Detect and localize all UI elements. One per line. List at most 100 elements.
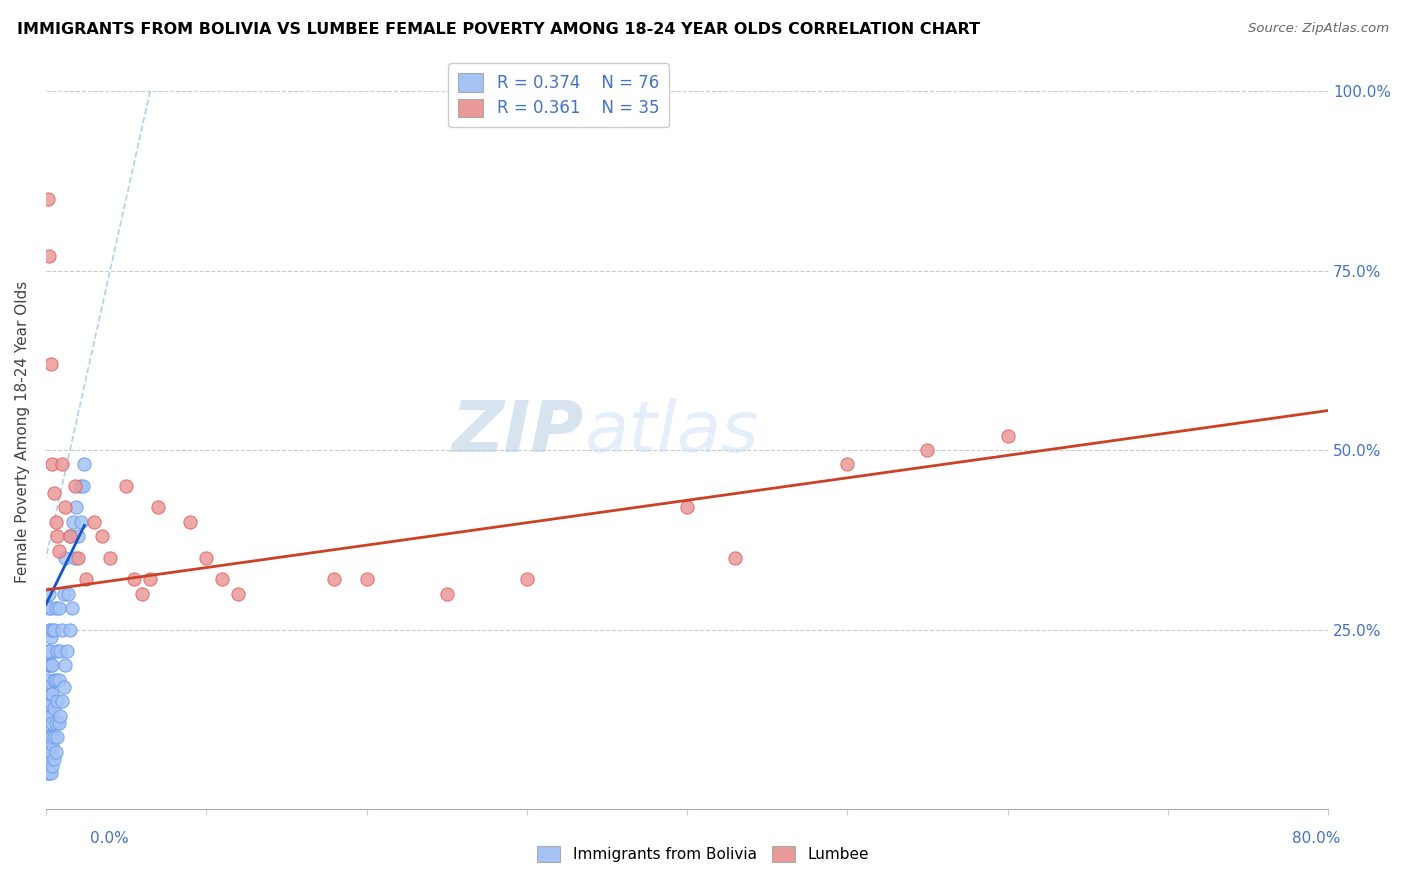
Point xyxy=(49,644,72,658)
Point xyxy=(211,572,233,586)
Point xyxy=(37,715,59,730)
Point xyxy=(37,701,59,715)
Point xyxy=(38,694,60,708)
Point xyxy=(66,529,89,543)
Point xyxy=(59,623,82,637)
Point xyxy=(37,687,59,701)
Point xyxy=(46,644,69,658)
Point xyxy=(59,529,82,543)
Point xyxy=(39,708,62,723)
Point xyxy=(48,543,70,558)
Point xyxy=(131,586,153,600)
Point xyxy=(39,357,62,371)
Point xyxy=(38,644,60,658)
Point xyxy=(38,766,60,780)
Point xyxy=(42,752,65,766)
Point xyxy=(37,651,59,665)
Point xyxy=(72,479,94,493)
Point xyxy=(139,572,162,586)
Point xyxy=(53,658,76,673)
Point xyxy=(46,529,69,543)
Point xyxy=(51,458,73,472)
Point xyxy=(37,730,59,744)
Point xyxy=(37,752,59,766)
Point xyxy=(60,601,83,615)
Point xyxy=(356,572,378,586)
Point xyxy=(195,550,218,565)
Point xyxy=(42,623,65,637)
Point xyxy=(73,458,96,472)
Point xyxy=(91,529,114,543)
Point xyxy=(56,644,79,658)
Point xyxy=(39,745,62,759)
Point xyxy=(42,701,65,715)
Point xyxy=(38,658,60,673)
Point xyxy=(63,479,86,493)
Point xyxy=(42,486,65,500)
Point xyxy=(436,586,458,600)
Point xyxy=(837,458,859,472)
Point xyxy=(41,687,63,701)
Point xyxy=(46,694,69,708)
Point xyxy=(38,623,60,637)
Point xyxy=(45,745,67,759)
Point xyxy=(51,694,73,708)
Point xyxy=(53,500,76,515)
Point xyxy=(83,515,105,529)
Point xyxy=(42,730,65,744)
Point xyxy=(122,572,145,586)
Point xyxy=(45,715,67,730)
Point xyxy=(37,766,59,780)
Point xyxy=(46,730,69,744)
Point xyxy=(70,515,93,529)
Point xyxy=(37,680,59,694)
Point xyxy=(39,630,62,644)
Point xyxy=(41,738,63,752)
Point xyxy=(65,500,87,515)
Point xyxy=(38,680,60,694)
Point xyxy=(516,572,538,586)
Point xyxy=(42,673,65,687)
Point xyxy=(115,479,138,493)
Point xyxy=(37,192,59,206)
Point xyxy=(38,752,60,766)
Point xyxy=(48,715,70,730)
Point xyxy=(59,529,82,543)
Point xyxy=(58,586,80,600)
Point xyxy=(52,586,75,600)
Point xyxy=(41,759,63,773)
Point xyxy=(49,708,72,723)
Point xyxy=(917,443,939,458)
Text: atlas: atlas xyxy=(585,398,759,467)
Point xyxy=(38,249,60,263)
Point xyxy=(69,479,91,493)
Point xyxy=(41,623,63,637)
Point xyxy=(37,745,59,759)
Point xyxy=(38,708,60,723)
Point xyxy=(53,550,76,565)
Text: IMMIGRANTS FROM BOLIVIA VS LUMBEE FEMALE POVERTY AMONG 18-24 YEAR OLDS CORRELATI: IMMIGRANTS FROM BOLIVIA VS LUMBEE FEMALE… xyxy=(17,22,980,37)
Point xyxy=(37,673,59,687)
Point xyxy=(39,766,62,780)
Point xyxy=(37,644,59,658)
Point xyxy=(48,673,70,687)
Point xyxy=(45,601,67,615)
Point xyxy=(226,586,249,600)
Point xyxy=(179,515,201,529)
Text: 0.0%: 0.0% xyxy=(90,831,129,846)
Point xyxy=(37,694,59,708)
Text: 80.0%: 80.0% xyxy=(1292,831,1340,846)
Point xyxy=(39,601,62,615)
Legend: R = 0.374    N = 76, R = 0.361    N = 35: R = 0.374 N = 76, R = 0.361 N = 35 xyxy=(449,63,669,128)
Point xyxy=(48,601,70,615)
Point xyxy=(38,730,60,744)
Point xyxy=(39,730,62,744)
Point xyxy=(62,515,84,529)
Point xyxy=(51,623,73,637)
Point xyxy=(41,658,63,673)
Legend: Immigrants from Bolivia, Lumbee: Immigrants from Bolivia, Lumbee xyxy=(531,839,875,868)
Point xyxy=(63,550,86,565)
Point xyxy=(38,586,60,600)
Point xyxy=(41,458,63,472)
Point xyxy=(98,550,121,565)
